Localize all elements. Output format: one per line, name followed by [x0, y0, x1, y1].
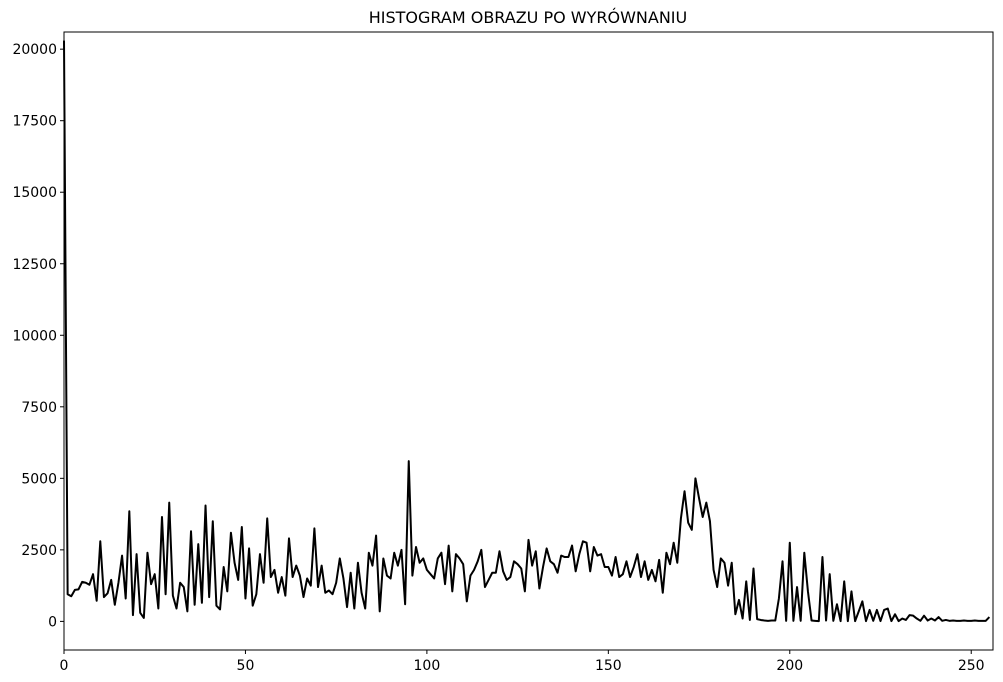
y-axis-ticks: 0 2500 5000 7500 10000 12500 15000 17500 20000: [12, 42, 64, 630]
y-tick-label: 20000: [12, 42, 57, 58]
chart-title: HISTOGRAM OBRAZU PO WYRÓWNANIU: [369, 8, 687, 27]
plot-frame: [63, 31, 994, 651]
y-tick-label: 7500: [21, 400, 57, 416]
x-tick-label: 0: [60, 658, 69, 674]
y-tick-label: 5000: [21, 471, 57, 487]
histogram-series-line: [63, 40, 991, 623]
y-tick-label: 15000: [12, 185, 57, 201]
x-tick-label: 100: [414, 658, 441, 674]
x-tick-label: 200: [776, 658, 803, 674]
x-tick-label: 150: [595, 658, 622, 674]
x-axis-ticks: 0 50 100 150 200 250: [60, 650, 985, 674]
y-tick-label: 0: [48, 614, 57, 630]
y-tick-label: 12500: [12, 257, 57, 273]
y-tick-label: 17500: [12, 114, 57, 130]
x-tick-label: 250: [958, 658, 985, 674]
y-tick-label: 2500: [21, 543, 57, 559]
x-tick-label: 50: [237, 658, 255, 674]
y-tick-label: 10000: [12, 328, 57, 344]
